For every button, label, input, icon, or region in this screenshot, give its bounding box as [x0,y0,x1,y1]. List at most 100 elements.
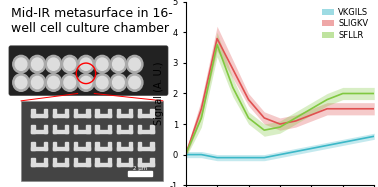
Bar [95,125,99,134]
SLIGKV [246,99,251,101]
Circle shape [29,55,46,73]
Bar [117,125,120,134]
Bar [129,142,132,150]
Bar [31,130,47,134]
VKGILS [231,157,235,159]
SFLLR [246,117,251,119]
Bar [107,158,111,166]
SFLLR [325,99,329,101]
SLIGKV [372,108,376,110]
Bar [138,147,153,150]
Bar [53,163,68,166]
Bar [95,114,111,117]
SLIGKV [231,68,235,70]
Circle shape [31,58,43,70]
Circle shape [113,58,124,70]
Circle shape [80,58,92,70]
Circle shape [94,74,110,91]
Bar [31,125,35,134]
Bar [138,130,153,134]
Circle shape [15,58,27,70]
Bar [86,142,90,150]
Circle shape [48,58,59,70]
SLIGKV [293,120,298,122]
Bar [53,147,68,150]
SFLLR [372,92,376,95]
Bar [150,158,153,166]
Bar [31,114,47,117]
Bar [86,158,90,166]
Bar [65,142,68,150]
Circle shape [77,55,94,73]
Bar [117,114,132,117]
Bar [31,109,35,117]
Bar [117,147,132,150]
Bar [129,158,132,166]
SLIGKV [183,154,188,156]
Circle shape [64,58,76,70]
SFLLR [309,108,314,110]
Bar [74,163,90,166]
FancyBboxPatch shape [21,101,163,181]
Bar [138,114,153,117]
Bar [74,109,77,117]
SLIGKV [199,108,204,110]
Bar [43,158,47,166]
SFLLR [231,86,235,88]
Bar [138,109,141,117]
Bar [95,109,99,117]
Bar [95,158,99,166]
Bar [117,158,120,166]
Circle shape [48,76,59,89]
Bar [138,163,153,166]
Bar [31,142,35,150]
Circle shape [62,55,78,73]
Bar [65,158,68,166]
Line: SFLLR: SFLLR [186,45,374,155]
Text: Mid-IR metasurface in 16-
well cell culture chamber: Mid-IR metasurface in 16- well cell cult… [11,7,172,35]
Bar [150,109,153,117]
SFLLR [293,117,298,119]
Bar [43,125,47,134]
Line: VKGILS: VKGILS [186,136,374,158]
SFLLR [278,126,282,128]
Circle shape [45,74,62,91]
VKGILS [215,157,219,159]
Circle shape [29,74,46,91]
SFLLR [262,129,266,131]
Circle shape [15,76,27,89]
Circle shape [13,74,29,91]
Bar [74,114,90,117]
Circle shape [96,76,108,89]
Circle shape [13,55,29,73]
Bar [53,158,56,166]
Bar [128,171,152,176]
Bar [74,142,77,150]
Bar [150,142,153,150]
Bar [53,109,56,117]
VKGILS [293,150,298,153]
Circle shape [126,74,143,91]
Bar [95,130,111,134]
Circle shape [113,76,124,89]
Circle shape [45,55,62,73]
SLIGKV [356,108,361,110]
Bar [74,125,77,134]
VKGILS [246,157,251,159]
Bar [53,142,56,150]
Bar [95,142,99,150]
Circle shape [126,55,143,73]
Bar [31,163,47,166]
SLIGKV [341,108,345,110]
SFLLR [356,92,361,95]
Bar [129,109,132,117]
VKGILS [278,154,282,156]
SLIGKV [278,123,282,125]
Circle shape [129,58,141,70]
Bar [86,125,90,134]
Bar [53,125,56,134]
Circle shape [96,58,108,70]
Bar [150,125,153,134]
Bar [74,147,90,150]
Bar [117,130,132,134]
